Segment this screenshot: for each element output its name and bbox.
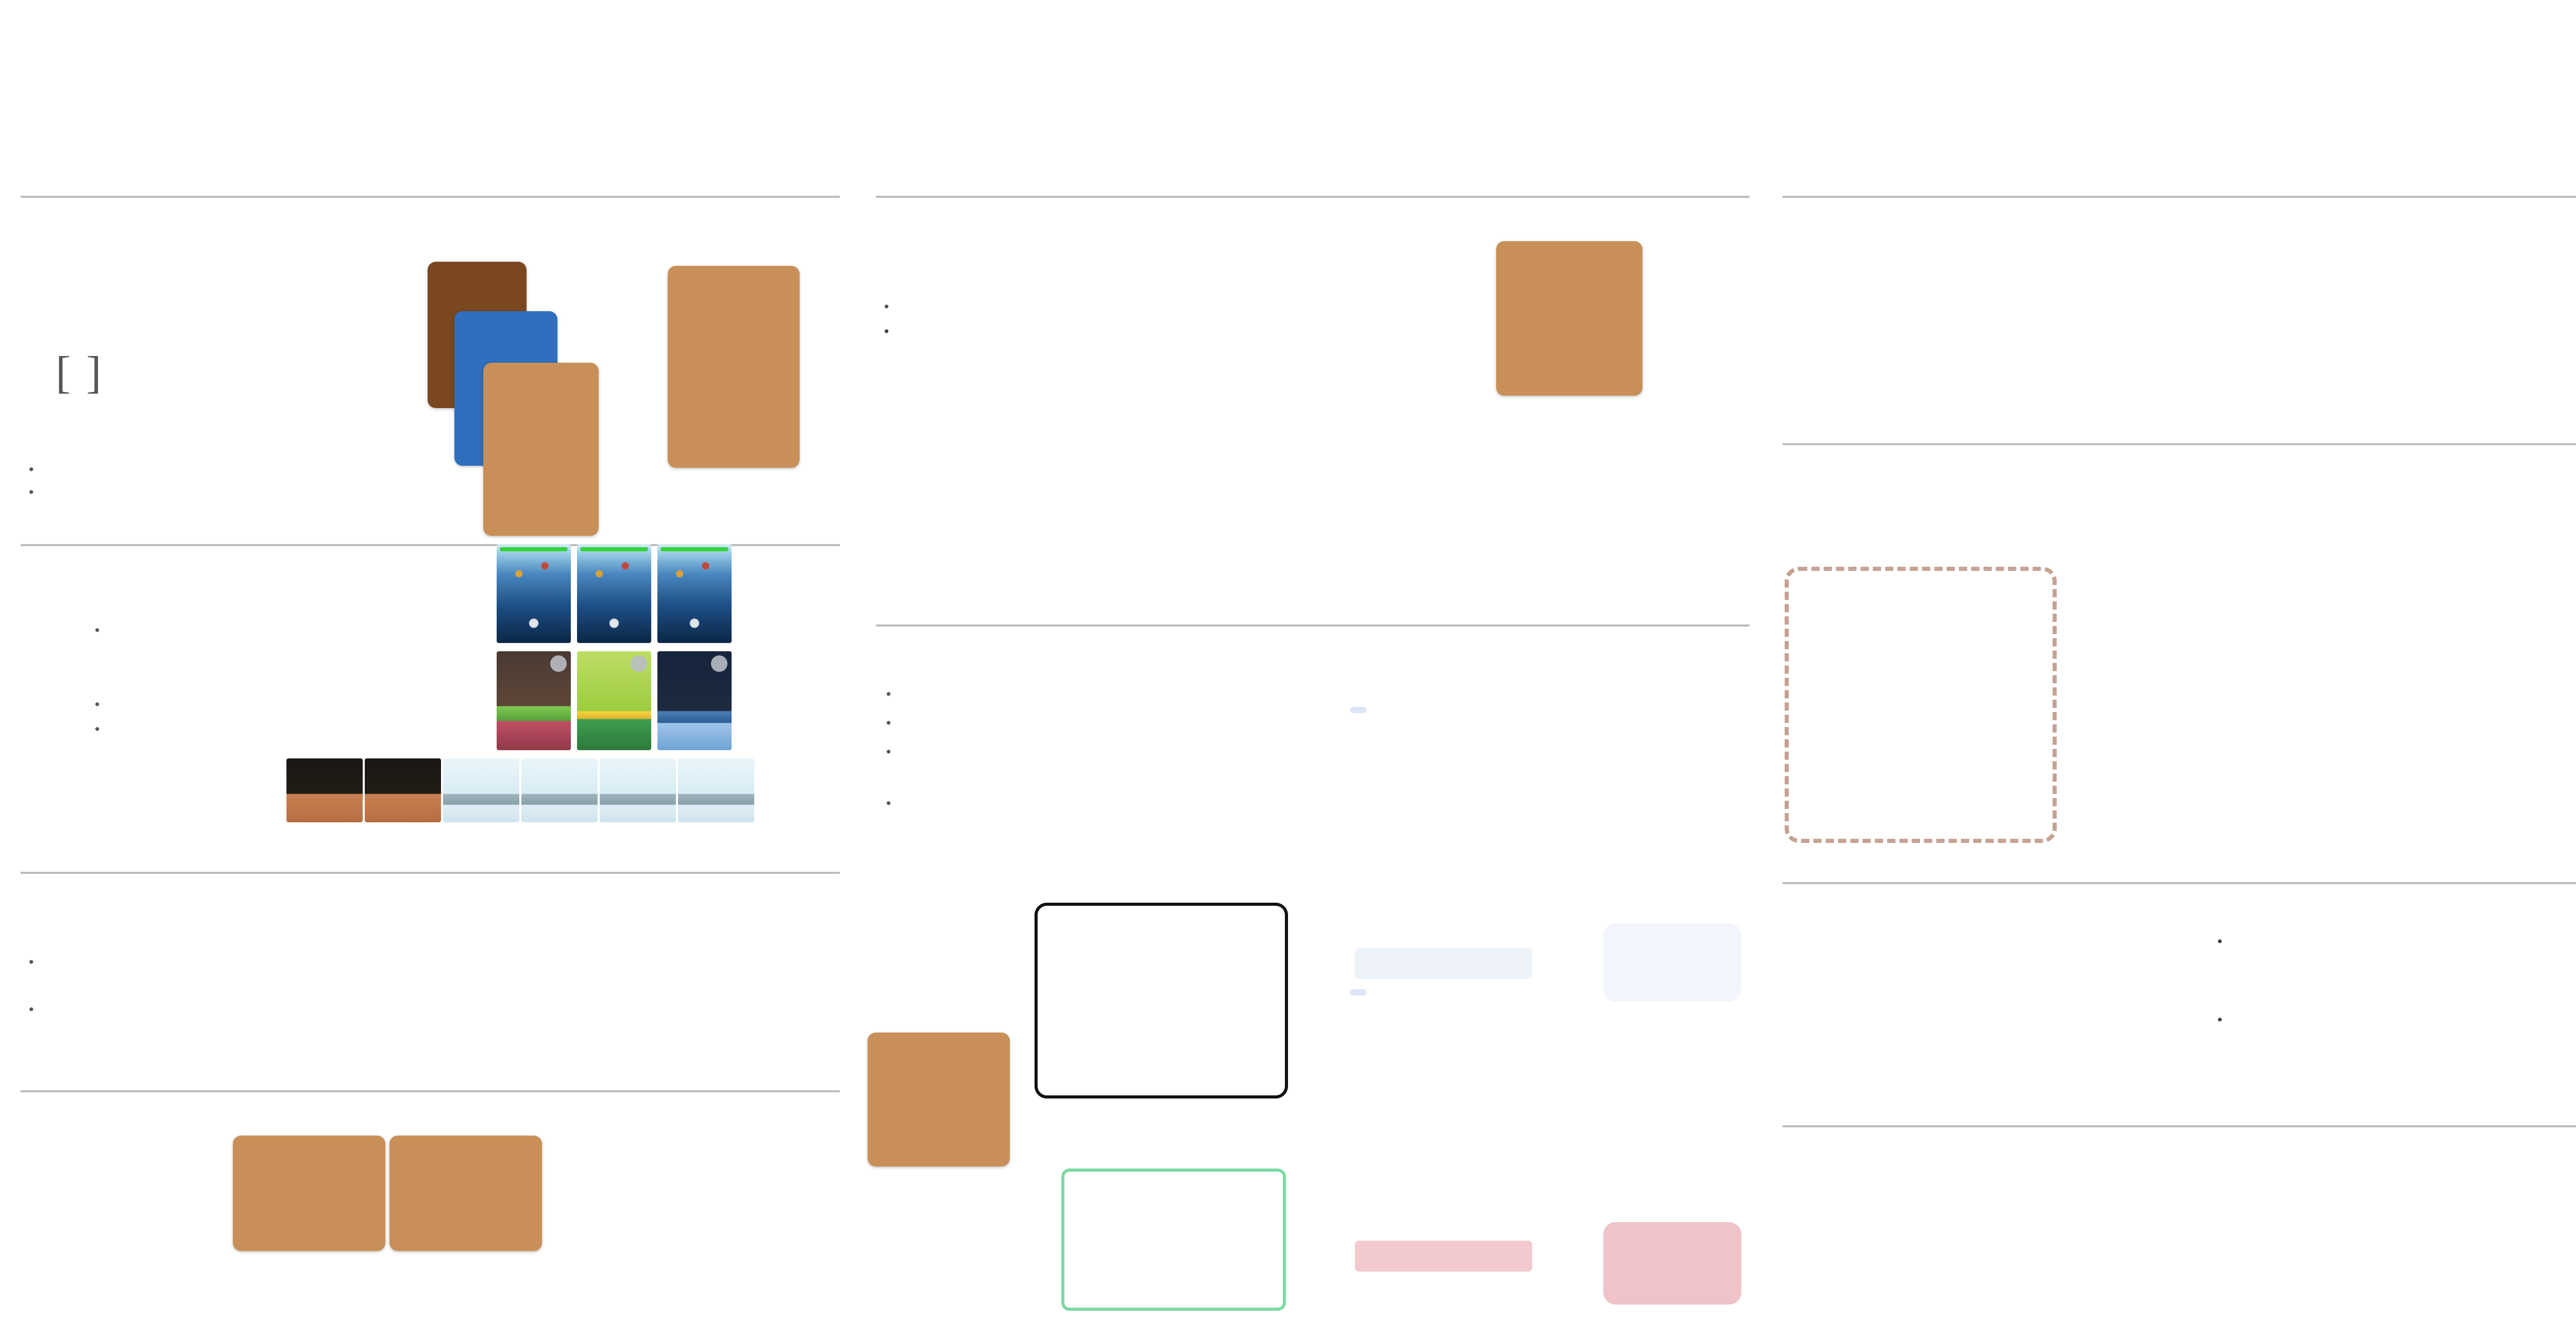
github-qr-code (29, 1191, 150, 1313)
maxent-box (1061, 1169, 1286, 1311)
ninja-frame-2 (365, 758, 441, 822)
ninja-frame-4 (521, 758, 598, 822)
jumper-frame-3 (657, 651, 732, 750)
divider (21, 196, 840, 198)
divider (876, 196, 1750, 198)
divider (21, 1090, 840, 1092)
ninja-frame-3 (443, 758, 519, 822)
ppo-idaac-box (1035, 903, 1288, 1098)
manuscript-qr-code (2498, 1175, 2576, 1298)
divider (1783, 196, 2576, 198)
divider (21, 544, 840, 546)
divider (1783, 1125, 2576, 1127)
ninja-frame-5 (600, 758, 676, 822)
max-entropy-maze-img (1496, 241, 1642, 396)
plunder-frame-3 (657, 544, 732, 643)
jumper-frame-2 (577, 651, 651, 750)
max-entropy-jumper-chart (1488, 394, 1677, 559)
max-reward-jumper-chart (1082, 394, 1272, 559)
divider (1783, 443, 2576, 445)
divider (876, 624, 1750, 627)
pxy-chart (2292, 589, 2576, 796)
ensemble-q-label-1 (1350, 707, 1366, 713)
divider (21, 872, 840, 874)
generalize-explore-box (1603, 1222, 1741, 1305)
five-games-chart (2203, 200, 2576, 406)
all-games-chart (1793, 589, 2040, 828)
hidden-maze-chart (556, 1109, 820, 1286)
meta-stability-text (1541, 991, 1754, 1002)
exploration-actions-box (1355, 1241, 1532, 1272)
observation-maze-img (868, 1033, 1010, 1166)
max-reward-maze-chart (886, 394, 1076, 559)
neurips-logo-icon (2213, 8, 2329, 132)
max-entropy-maze-chart (1292, 394, 1482, 559)
objective-formula: [ ] (56, 347, 101, 398)
erc-logo-icon (2048, 12, 2147, 111)
aggregate-metrics-chart (2226, 796, 2576, 882)
hidden-maze-img-2 (389, 1136, 542, 1251)
ninja-frame-1 (286, 758, 363, 822)
ensemble-q-label-2 (1350, 989, 1366, 995)
hidden-maze-img-1 (233, 1136, 385, 1251)
train-maze-3 (483, 363, 599, 536)
idaac-ensemble-box (1785, 567, 2057, 843)
test-maze (668, 266, 800, 468)
plunder-frame-1 (497, 544, 571, 643)
exploitation-actions-box (1355, 948, 1532, 979)
ninja-frame-6 (678, 758, 754, 822)
jumper-frame-1 (497, 651, 571, 750)
divider (1783, 882, 2576, 884)
plunder-frame-2 (577, 544, 651, 643)
generalize-exploit-box (1603, 923, 1741, 1002)
